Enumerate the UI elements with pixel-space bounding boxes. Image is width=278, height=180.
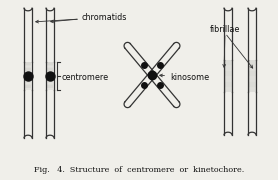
Text: Fig.   4.  Structure  of  centromere  or  kinetochore.: Fig. 4. Structure of centromere or kinet… <box>34 166 244 174</box>
Text: fibrillae: fibrillae <box>210 26 240 35</box>
Text: centromere: centromere <box>61 73 108 82</box>
Text: chromatids: chromatids <box>81 14 126 22</box>
Text: kinosome: kinosome <box>160 73 209 82</box>
